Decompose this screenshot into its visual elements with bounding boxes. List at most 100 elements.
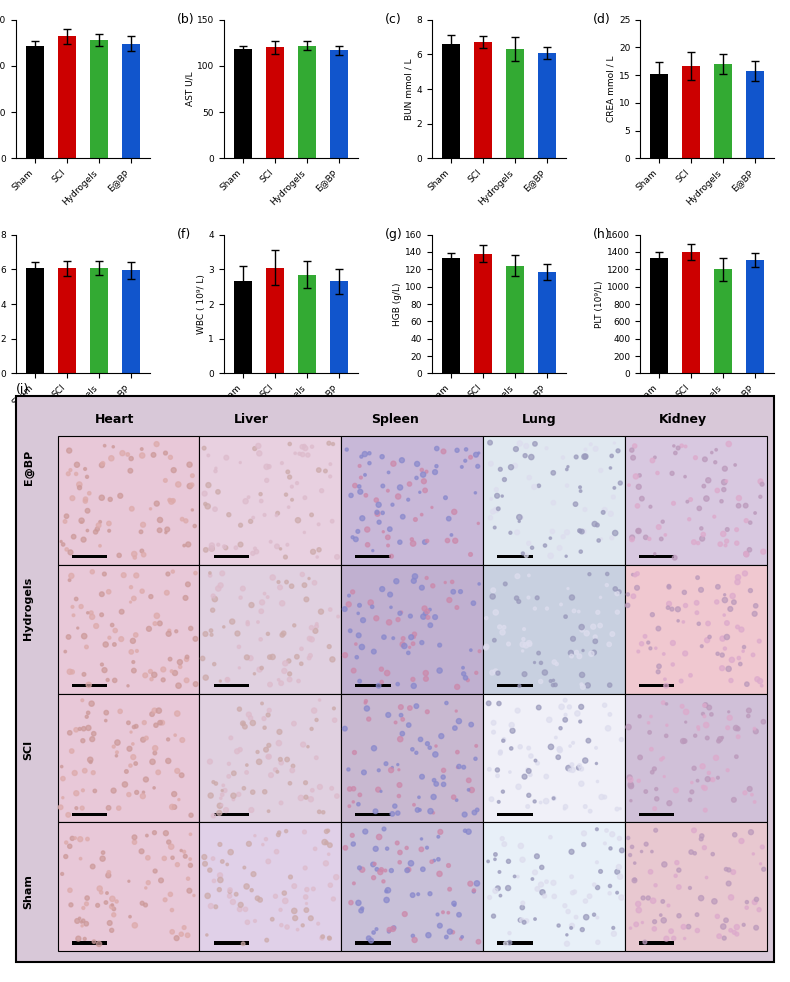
Point <box>273 574 285 590</box>
Point <box>297 736 310 752</box>
Point <box>469 485 482 501</box>
Point <box>386 497 399 513</box>
Point <box>594 618 607 633</box>
Point <box>303 571 315 586</box>
Point <box>514 912 527 928</box>
Point <box>631 566 644 581</box>
Point <box>429 464 442 480</box>
Point <box>663 795 675 811</box>
Point <box>280 574 293 590</box>
Point <box>626 450 639 465</box>
Bar <box>714 269 732 373</box>
Point <box>497 733 510 748</box>
Point <box>691 773 704 789</box>
Point <box>149 825 161 841</box>
Point <box>299 790 312 805</box>
Point <box>728 791 740 807</box>
Point <box>491 881 504 897</box>
Point <box>642 715 655 731</box>
Point <box>162 732 175 747</box>
Point <box>592 532 605 548</box>
Point <box>235 590 247 606</box>
Point <box>57 771 70 787</box>
Point <box>100 885 113 900</box>
Point <box>649 878 662 894</box>
Point <box>695 520 708 536</box>
Point <box>590 740 603 756</box>
Point <box>703 629 716 645</box>
Point <box>182 871 194 887</box>
Point <box>421 533 434 549</box>
Point <box>462 773 475 789</box>
Bar <box>266 47 284 158</box>
Point <box>122 787 135 802</box>
Point <box>182 536 194 552</box>
Point <box>529 601 541 617</box>
Point <box>424 618 437 633</box>
Point <box>224 730 237 745</box>
Point <box>416 463 428 478</box>
Point <box>127 654 140 670</box>
Point <box>404 629 417 645</box>
Point <box>637 890 649 905</box>
Point <box>275 795 288 811</box>
Point <box>212 580 224 596</box>
Point <box>359 693 372 709</box>
Point <box>430 459 442 474</box>
Point <box>646 453 659 468</box>
Point <box>719 537 732 553</box>
Point <box>328 700 340 716</box>
Bar <box>497 683 532 687</box>
Point <box>81 469 93 485</box>
Bar <box>235 49 252 158</box>
Point <box>514 838 527 853</box>
Text: Liver: Liver <box>234 413 269 426</box>
Point <box>419 482 431 498</box>
Point <box>396 453 408 468</box>
Point <box>511 703 524 719</box>
Point <box>77 733 89 748</box>
Point <box>251 891 264 906</box>
Point <box>344 895 357 910</box>
Point <box>488 632 501 648</box>
Point <box>122 873 135 889</box>
Point <box>233 901 246 917</box>
Point <box>702 771 714 787</box>
Point <box>160 825 172 841</box>
Point <box>490 605 502 621</box>
Point <box>171 706 183 722</box>
Point <box>732 650 745 666</box>
Point <box>382 537 394 553</box>
Point <box>522 535 535 551</box>
Point <box>656 750 669 766</box>
Bar <box>341 822 483 951</box>
Point <box>323 930 336 946</box>
Point <box>124 594 137 610</box>
Point <box>77 913 89 929</box>
Bar <box>58 36 76 158</box>
Point <box>245 802 258 818</box>
Point <box>703 700 716 716</box>
Point <box>375 862 388 878</box>
Point <box>626 531 638 547</box>
Point <box>377 523 389 539</box>
Bar <box>199 436 341 565</box>
Point <box>659 672 672 687</box>
Point <box>115 604 128 620</box>
Point <box>289 446 302 462</box>
Point <box>535 877 547 893</box>
Point <box>280 487 292 503</box>
Point <box>139 898 152 913</box>
Point <box>562 903 574 919</box>
Point <box>70 466 82 482</box>
Point <box>331 549 344 565</box>
Bar <box>266 268 284 373</box>
Point <box>385 863 397 879</box>
Point <box>621 597 634 613</box>
Point <box>249 913 261 929</box>
Point <box>748 895 761 910</box>
Point <box>669 868 682 884</box>
Point <box>561 462 574 477</box>
Point <box>338 601 351 617</box>
Point <box>92 898 104 913</box>
